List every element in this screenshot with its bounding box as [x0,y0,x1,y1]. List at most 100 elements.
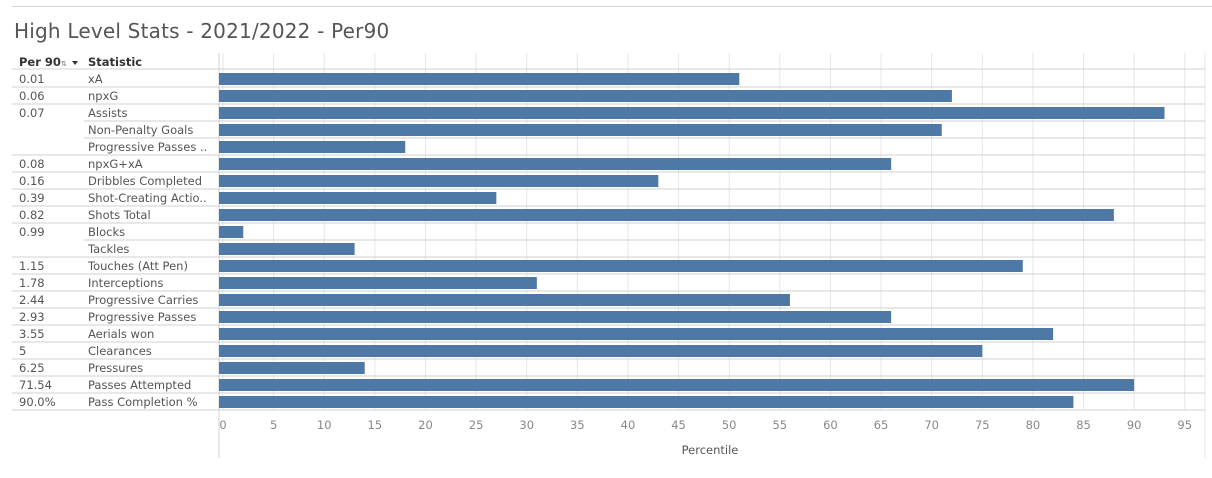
table-row: Progressive Passes .. [88,140,207,154]
table-row: 3.55 Aerials won [19,327,154,341]
statistic-label: Aerials won [88,327,154,341]
bar [219,192,497,204]
x-tick-label: 60 [823,418,838,432]
statistic-label: npxG+xA [88,157,143,171]
per90-value: 71.54 [19,378,52,392]
bar [219,209,1114,221]
table-row: 90.0% Pass Completion % [19,395,198,409]
table-row: 0.16 Dribbles Completed [19,174,202,188]
table-row: 0.07 Assists [19,106,128,120]
table-row: Tackles [87,242,129,256]
per90-value: 0.99 [19,225,45,239]
per90-value: 0.06 [19,89,45,103]
table-row: 0.01 xA [19,72,103,86]
x-tick-label: 75 [975,418,990,432]
statistic-label: Shot-Creating Actio.. [88,191,207,205]
table-row: 71.54 Passes Attempted [19,378,191,392]
x-tick-label: 50 [722,418,737,432]
bar [219,328,1054,340]
x-tick-label: 80 [1026,418,1041,432]
x-tick-label: 35 [570,418,585,432]
table-row: 0.82 Shots Total [19,208,151,222]
bar [219,141,406,153]
x-tick-label: 15 [368,418,383,432]
x-tick-label: 25 [469,418,484,432]
bar [219,260,1023,272]
statistic-label: Touches (Att Pen) [87,259,188,273]
statistic-label: npxG [88,89,118,103]
bar [219,243,355,255]
table-row: 2.44 Progressive Carries [19,293,198,307]
x-tick-label: 90 [1127,418,1142,432]
table-row: 1.78 Interceptions [19,276,163,290]
x-tick-label: 30 [519,418,534,432]
table-row: 5 Clearances [19,344,152,358]
per90-value: 0.07 [19,106,45,120]
x-tick-label: 45 [671,418,686,432]
sort-descending-icon[interactable]: ⇅ [61,60,78,68]
bars [219,73,1165,408]
statistic-label: Tackles [87,242,129,256]
statistic-label: xA [88,72,103,86]
table-row: 0.39 Shot-Creating Actio.. [19,191,207,205]
top-divider [12,6,1212,7]
statistic-label: Non-Penalty Goals [88,123,193,137]
per90-value: 90.0% [19,395,56,409]
table-row: 2.93 Progressive Passes [19,310,196,324]
per90-value: 0.08 [19,157,45,171]
bar [219,226,244,238]
statistic-label: Interceptions [88,276,163,290]
statistic-label: Progressive Passes .. [88,140,207,154]
x-tick-label: 85 [1076,418,1091,432]
statistic-column-header[interactable]: Statistic [88,55,142,69]
statistic-label: Passes Attempted [88,378,191,392]
table-row: Non-Penalty Goals [88,123,193,137]
x-tick-label: 70 [924,418,939,432]
x-axis-ticks: 0 5 10 15 20 25 30 35 40 45 50 55 60 65 70 75 80 85 90 95 [219,418,1192,432]
x-tick-label: 0 [219,418,226,432]
bar [219,175,659,187]
per90-value: 0.82 [19,208,45,222]
bar [219,73,740,85]
per90-value: 0.16 [19,174,45,188]
per90-value: 1.78 [19,276,45,290]
table-row: 0.99 Blocks [19,225,125,239]
x-tick-label: 65 [874,418,889,432]
table-rows: 0.01 xA 0.06 npxG 0.07 Assists Non-Penalty Goa… [19,72,207,409]
bar [219,277,537,289]
statistic-label: Pass Completion % [88,395,198,409]
bar [219,362,365,374]
bar [219,294,790,306]
statistic-label: Assists [88,106,128,120]
x-tick-label: 95 [1177,418,1192,432]
x-tick-label: 20 [418,418,433,432]
statistic-label: Pressures [88,361,143,375]
bar [219,90,952,102]
per90-value: 0.39 [19,191,45,205]
statistic-label: Clearances [88,344,152,358]
bar [219,396,1074,408]
per90-column-header[interactable]: Per 90 [19,55,61,69]
per90-value: 3.55 [19,327,45,341]
bar [219,158,892,170]
x-tick-label: 10 [317,418,332,432]
bar [219,311,892,323]
per90-value: 0.01 [19,72,45,86]
table-row: 0.08 npxG+xA [19,157,143,171]
per90-value: 2.93 [19,310,45,324]
bar [219,124,942,136]
statistic-label: Progressive Carries [88,293,198,307]
statistic-label: Progressive Passes [88,310,196,324]
per90-value: 6.25 [19,361,45,375]
per90-value: 5 [19,344,26,358]
svg-text:⇅: ⇅ [61,60,67,68]
statistic-label: Dribbles Completed [88,174,202,188]
table-row: 0.06 npxG [19,89,118,103]
bar [219,345,983,357]
per90-value: 1.15 [19,259,45,273]
statistic-label: Blocks [88,225,125,239]
page-title: High Level Stats - 2021/2022 - Per90 [14,19,390,43]
bar [219,107,1165,119]
x-tick-label: 55 [772,418,787,432]
